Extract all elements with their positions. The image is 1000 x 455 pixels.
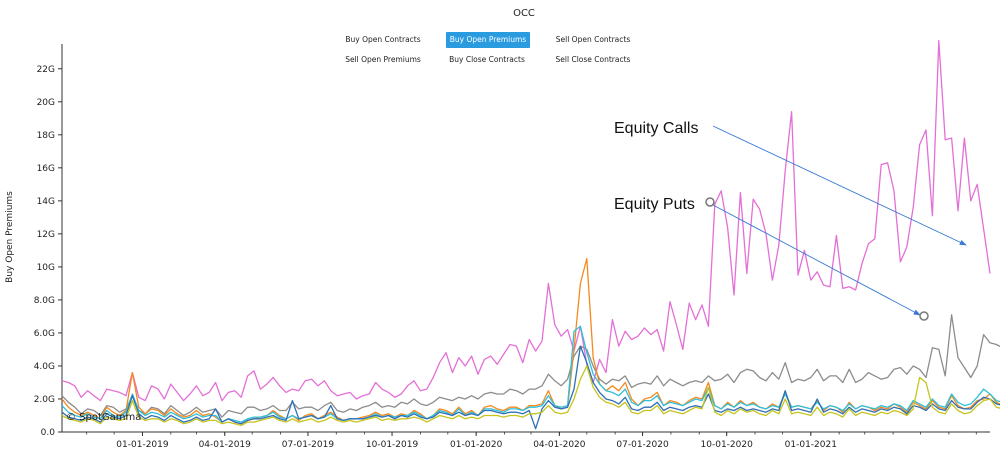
x-tick-label: 04-01-2019 — [199, 440, 252, 450]
annotation-equity-puts: Equity Puts — [614, 196, 695, 213]
arrow-equity-calls — [712, 125, 967, 246]
annotation-equity-calls: Equity Calls — [614, 120, 698, 137]
y-axis: 0.0 2.0G 4.0G 6.0G 8.0G 10G 12G 14G 16G 18G 20G 22G — [34, 65, 62, 438]
button-sell-open-premiums[interactable]: Sell Open Premiums — [345, 55, 421, 64]
marker-circle-puts-start — [705, 197, 715, 207]
y-tick-label: 22G — [37, 65, 55, 75]
y-tick-label: 16G — [37, 164, 55, 174]
y-tick-label: 12G — [37, 230, 55, 240]
y-tick-label: 18G — [37, 131, 55, 141]
x-tick-label: 07-01-2020 — [616, 440, 669, 450]
button-buy-open-premiums[interactable]: Buy Open Premiums — [446, 32, 530, 48]
series-line-blue — [61, 345, 1000, 430]
x-tick-label: 10-01-2019 — [366, 440, 419, 450]
y-tick-label: 20G — [37, 98, 55, 108]
watermark: © SpotGamma — [66, 412, 141, 423]
button-sell-close-contracts[interactable]: Sell Close Contracts — [555, 55, 631, 64]
marker-circle-puts-end — [919, 311, 929, 321]
series-line-cyan — [61, 325, 1000, 423]
y-axis-title: Buy Open Premiums — [5, 191, 15, 283]
button-buy-open-contracts[interactable]: Buy Open Contracts — [345, 35, 421, 44]
y-tick-label: 8.0G — [34, 296, 55, 306]
x-tick-label: 01-01-2019 — [116, 440, 169, 450]
arrow-equity-puts — [712, 204, 921, 316]
series-line-orange — [61, 257, 1000, 425]
y-tick-label: 4.0G — [34, 362, 55, 372]
chart-title: OCC — [513, 8, 535, 19]
y-tick-label: 0.0 — [41, 428, 56, 438]
x-tick-label: 07-01-2019 — [282, 440, 335, 450]
series-line-olive — [61, 365, 1000, 427]
series-layer — [61, 40, 1000, 430]
y-tick-label: 2.0G — [34, 395, 55, 405]
x-tick-label: 04-01-2020 — [533, 440, 586, 450]
y-tick-label: 6.0G — [34, 329, 55, 339]
series-line-gray — [61, 314, 1000, 418]
y-tick-label: 14G — [37, 197, 55, 207]
y-tick-label: 10G — [37, 263, 55, 273]
button-buy-close-contracts[interactable]: Buy Close Contracts — [449, 55, 525, 64]
series-line-pink — [61, 40, 991, 402]
x-tick-label: 01-01-2020 — [450, 440, 503, 450]
x-tick-label: 10-01-2020 — [701, 440, 754, 450]
x-axis: 01-01-2019 04-01-2019 07-01-2019 10-01-2019… — [86, 432, 977, 450]
annotation-layer: Equity Calls Equity Puts — [614, 120, 967, 321]
x-tick-label: 01-01-2021 — [785, 440, 837, 450]
button-sell-open-contracts[interactable]: Sell Open Contracts — [555, 35, 631, 44]
